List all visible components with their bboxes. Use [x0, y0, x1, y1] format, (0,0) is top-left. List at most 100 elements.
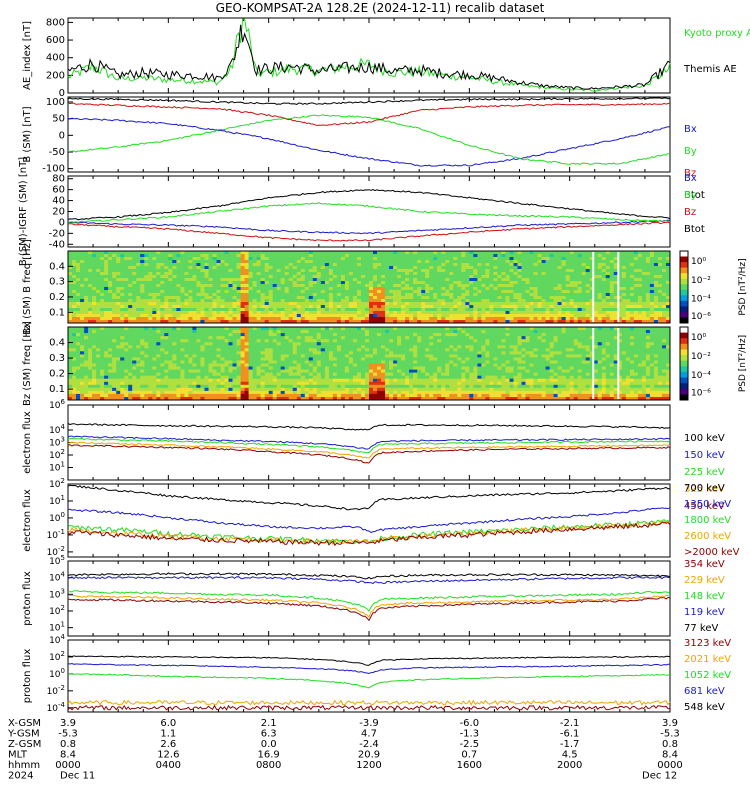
spectrogram-cell: [493, 302, 498, 306]
spectrogram-cell: [529, 281, 534, 285]
spectrogram-cell: [228, 381, 233, 386]
spectrogram-cell: [529, 260, 534, 264]
spectrogram-cell: [152, 381, 157, 386]
spectrogram-cell: [212, 272, 217, 276]
spectrogram-cell: [108, 354, 113, 358]
spectrogram-cell: [176, 342, 181, 346]
spectrogram-cell: [421, 272, 426, 276]
spectrogram-cell: [477, 263, 482, 267]
spectrogram-cell: [104, 357, 109, 361]
spectrogram-cell: [244, 290, 249, 294]
spectrogram-cell: [324, 275, 330, 279]
spectrogram-cell: [292, 287, 298, 291]
spectrogram-cell: [68, 308, 73, 312]
spectrogram-cell: [441, 278, 446, 282]
spectrogram-cell: [557, 320, 562, 324]
spectrogram-cell: [128, 327, 133, 331]
spectrogram-cell: [348, 290, 354, 294]
spectrogram-cell: [553, 317, 558, 321]
spectrogram-cell: [284, 284, 290, 288]
spectrogram-cell: [597, 296, 603, 300]
spectrogram-cell: [204, 357, 209, 361]
spectrogram-cell: [164, 339, 169, 343]
spectrogram-cell: [645, 311, 651, 315]
spectrogram-cell: [184, 384, 189, 389]
spectrogram-cell: [461, 251, 466, 255]
spectrogram-cell: [497, 254, 502, 258]
spectrogram-cell: [188, 266, 193, 270]
spectrogram-cell: [645, 281, 651, 285]
spectrogram-cell: [361, 278, 366, 282]
spectrogram-cell: [585, 284, 591, 288]
spectrogram-cell: [152, 363, 157, 367]
spectrogram-cell: [196, 348, 201, 352]
spectrogram-cell: [373, 305, 378, 309]
spectrogram-cell: [373, 269, 378, 273]
spectrogram-cell: [224, 257, 229, 261]
spectrogram-cell: [589, 272, 595, 276]
spectrogram-cell: [601, 260, 607, 264]
spectrogram-cell: [116, 390, 121, 395]
spectrogram-cell: [304, 263, 310, 267]
spectrogram-cell: [429, 296, 434, 300]
spectrogram-cell: [397, 284, 402, 288]
spectrogram-cell: [116, 357, 121, 361]
spectrogram-cell: [180, 348, 185, 352]
spectrogram-cell: [68, 305, 73, 309]
spectrogram-cell: [240, 317, 245, 321]
spectrogram-cell: [112, 287, 117, 291]
spectrogram-cell: [76, 308, 81, 312]
spectrogram-cell: [449, 278, 454, 282]
spectrogram-cell: [421, 260, 426, 264]
spectrogram-cell: [132, 345, 137, 349]
spectrogram-cell: [164, 290, 169, 294]
spectrogram-cell: [381, 269, 386, 273]
spectrogram-cell: [228, 327, 233, 331]
spectrogram-cell: [128, 381, 133, 386]
spectrogram-cell: [180, 372, 185, 376]
spectrogram-cell: [100, 251, 105, 255]
spectrogram-cell: [236, 266, 241, 270]
spectrogram-cell: [381, 278, 386, 282]
spectrogram-cell: [573, 278, 579, 282]
spectrogram-cell: [316, 281, 322, 285]
series-line: [67, 24, 671, 90]
spectrogram-cell: [176, 330, 181, 334]
spectrogram-cell: [445, 254, 450, 258]
spectrogram-cell: [501, 305, 506, 309]
spectrogram-cell: [208, 375, 213, 380]
spectrogram-cell: [605, 314, 611, 318]
spectrogram-cell: [489, 263, 494, 267]
spectrogram-cell: [252, 290, 257, 294]
spectrogram-cell: [409, 299, 414, 303]
spectrogram-cell: [188, 269, 193, 273]
spectrogram-cell: [220, 345, 225, 349]
spectrogram-cell: [160, 317, 165, 321]
spectrogram-cell: [625, 278, 631, 282]
spectrogram-cell: [513, 257, 518, 261]
spectrogram-cell: [176, 281, 181, 285]
spectrogram-cell: [172, 363, 177, 367]
spectrogram-cell: [84, 378, 89, 383]
spectrogram-cell: [613, 269, 619, 273]
spectrogram-cell: [132, 317, 137, 321]
spectrogram-cell: [220, 348, 225, 352]
spectrogram-cell: [601, 266, 607, 270]
spectrogram-cell: [116, 284, 121, 288]
spectrogram-cell: [473, 257, 478, 261]
spectrogram-cell: [501, 317, 506, 321]
spectrogram-cell: [180, 351, 185, 355]
spectrogram-cell: [573, 287, 579, 291]
spectrogram-cell: [272, 287, 278, 291]
spectrogram-cell: [116, 311, 121, 315]
spectrogram-cell: [76, 381, 81, 386]
spectrogram-cell: [328, 311, 334, 315]
spectrogram-cell: [152, 302, 157, 306]
spectrogram-cell: [192, 348, 197, 352]
spectrogram-cell: [104, 284, 109, 288]
spectrogram-cell: [164, 357, 169, 361]
spectrogram-cell: [481, 278, 486, 282]
spectrogram-cell: [521, 311, 526, 315]
spectrogram-cell: [184, 305, 189, 309]
spectrogram-cell: [136, 311, 141, 315]
